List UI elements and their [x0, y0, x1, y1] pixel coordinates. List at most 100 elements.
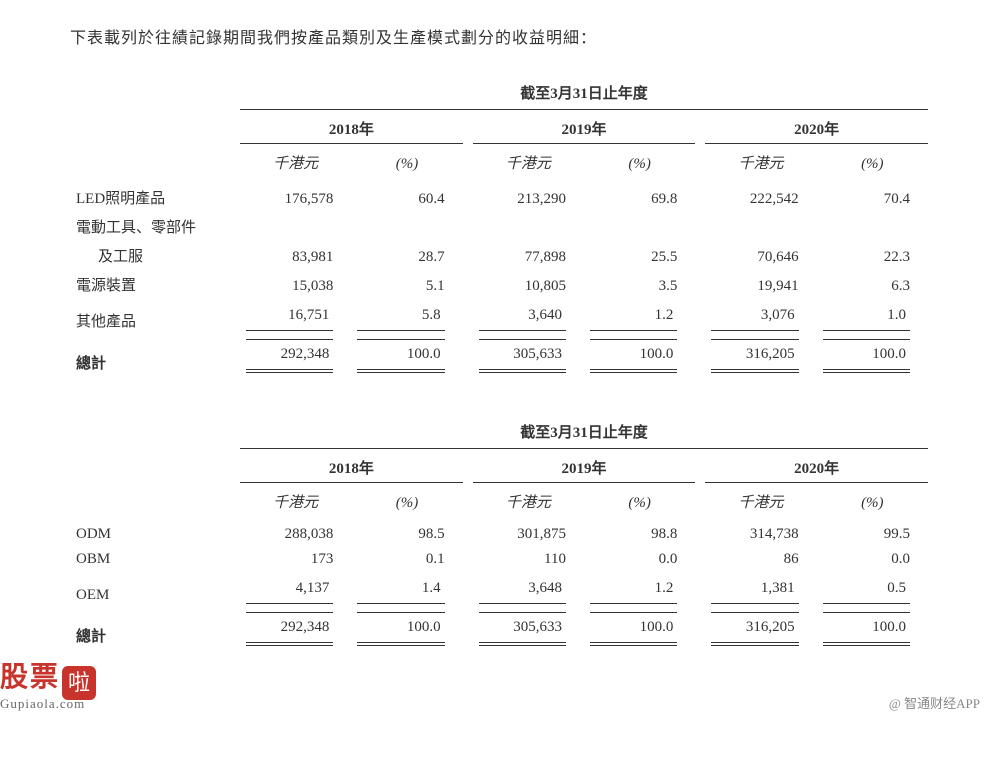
cell: 0.5: [823, 576, 910, 604]
cell: 3,076: [711, 303, 798, 331]
cell: 69.8: [584, 183, 695, 212]
year-2018: 2018年: [240, 449, 463, 483]
cell: 25.5: [584, 241, 695, 270]
year-2020: 2020年: [705, 449, 928, 483]
table-row: 電源裝置 15,038 5.1 10,805 3.5 19,941 6.3: [70, 270, 928, 299]
cell: 16,751: [246, 303, 333, 331]
row-label: LED照明產品: [70, 183, 240, 212]
total-row: 總計 292,348 100.0 305,633 100.0 316,205 1…: [70, 608, 928, 650]
unit-percent: (%): [817, 144, 928, 184]
cell: 1,381: [711, 576, 798, 604]
cell: 100.0: [590, 612, 677, 646]
table-row: OEM 4,137 1.4 3,648 1.2 1,381 0.5: [70, 572, 928, 608]
cell: 60.4: [351, 183, 462, 212]
cell: 5.8: [357, 303, 444, 331]
cell: 70,646: [705, 241, 816, 270]
cell: 292,348: [246, 339, 333, 373]
cell: 70.4: [817, 183, 928, 212]
cell: 98.8: [584, 522, 695, 547]
cell: 1.2: [590, 576, 677, 604]
total-label: 總計: [70, 335, 240, 377]
cell: 176,578: [240, 183, 351, 212]
cell: 98.5: [351, 522, 462, 547]
cell: 77,898: [473, 241, 584, 270]
cell: 305,633: [479, 339, 566, 373]
unit-currency: 千港元: [473, 483, 584, 523]
table-row: 電動工具、零部件: [70, 212, 928, 241]
period-header: 截至3月31日止年度: [240, 417, 928, 449]
unit-percent: (%): [351, 144, 462, 184]
unit-percent: (%): [584, 483, 695, 523]
year-2018: 2018年: [240, 110, 463, 144]
table-row: 其他產品 16,751 5.8 3,640 1.2 3,076 1.0: [70, 299, 928, 335]
cell: 213,290: [473, 183, 584, 212]
total-row: 總計 292,348 100.0 305,633 100.0 316,205 1…: [70, 335, 928, 377]
revenue-by-product-table: 截至3月31日止年度 2018年 2019年 2020年 千港元 (%) 千港元…: [70, 78, 928, 377]
cell: 100.0: [823, 339, 910, 373]
table-row: LED照明產品 176,578 60.4 213,290 69.8 222,54…: [70, 183, 928, 212]
cell: 292,348: [246, 612, 333, 646]
table-row: OBM 173 0.1 110 0.0 86 0.0: [70, 547, 928, 572]
cell: 100.0: [357, 339, 444, 373]
watermark-left: 股票啦 Gupiaola.com: [0, 655, 96, 712]
intro-text: 下表載列於往績記錄期間我們按產品類別及生產模式劃分的收益明細：: [70, 24, 928, 48]
cell: 6.3: [817, 270, 928, 299]
unit-percent: (%): [817, 483, 928, 523]
unit-percent: (%): [584, 144, 695, 184]
cell: 100.0: [590, 339, 677, 373]
cell: 83,981: [240, 241, 351, 270]
period-header: 截至3月31日止年度: [240, 78, 928, 110]
unit-currency: 千港元: [240, 483, 351, 523]
cell: 3,640: [479, 303, 566, 331]
watermark-brand: 股票: [0, 662, 60, 693]
table-row: ODM 288,038 98.5 301,875 98.8 314,738 99…: [70, 522, 928, 547]
cell: 19,941: [705, 270, 816, 299]
cell: 4,137: [246, 576, 333, 604]
total-label: 總計: [70, 608, 240, 650]
cell: 5.1: [351, 270, 462, 299]
cell: 3,648: [479, 576, 566, 604]
row-label: 及工服: [70, 241, 240, 270]
row-label: 其他產品: [70, 299, 240, 335]
year-2020: 2020年: [705, 110, 928, 144]
cell: 316,205: [711, 339, 798, 373]
cell: 222,542: [705, 183, 816, 212]
cell: 110: [473, 547, 584, 572]
cell: 100.0: [357, 612, 444, 646]
cell: 3.5: [584, 270, 695, 299]
table-row: 及工服 83,981 28.7 77,898 25.5 70,646 22.3: [70, 241, 928, 270]
unit-percent: (%): [351, 483, 462, 523]
cell: 305,633: [479, 612, 566, 646]
cell: 173: [240, 547, 351, 572]
cell: 0.1: [351, 547, 462, 572]
row-label: OEM: [70, 572, 240, 608]
year-2019: 2019年: [473, 110, 696, 144]
cell: 22.3: [817, 241, 928, 270]
cell: 100.0: [823, 612, 910, 646]
cell: 28.7: [351, 241, 462, 270]
cell: 316,205: [711, 612, 798, 646]
watermark-brand-icon: 啦: [62, 666, 96, 700]
year-2019: 2019年: [473, 449, 696, 483]
unit-currency: 千港元: [473, 144, 584, 184]
watermark-domain: Gupiaola.com: [0, 696, 96, 712]
cell: 0.0: [584, 547, 695, 572]
cell: 314,738: [705, 522, 816, 547]
cell: 86: [705, 547, 816, 572]
row-label: 電動工具、零部件: [70, 212, 240, 241]
cell: 288,038: [240, 522, 351, 547]
unit-currency: 千港元: [705, 483, 816, 523]
cell: 99.5: [817, 522, 928, 547]
revenue-by-mode-table: 截至3月31日止年度 2018年 2019年 2020年 千港元 (%) 千港元…: [70, 417, 928, 650]
cell: 0.0: [817, 547, 928, 572]
unit-currency: 千港元: [240, 144, 351, 184]
watermark-right: @ 智通财经APP: [889, 693, 980, 712]
cell: 1.0: [823, 303, 910, 331]
cell: 301,875: [473, 522, 584, 547]
cell: 1.2: [590, 303, 677, 331]
row-label: 電源裝置: [70, 270, 240, 299]
row-label: ODM: [70, 522, 240, 547]
cell: 15,038: [240, 270, 351, 299]
unit-currency: 千港元: [705, 144, 816, 184]
cell: 10,805: [473, 270, 584, 299]
